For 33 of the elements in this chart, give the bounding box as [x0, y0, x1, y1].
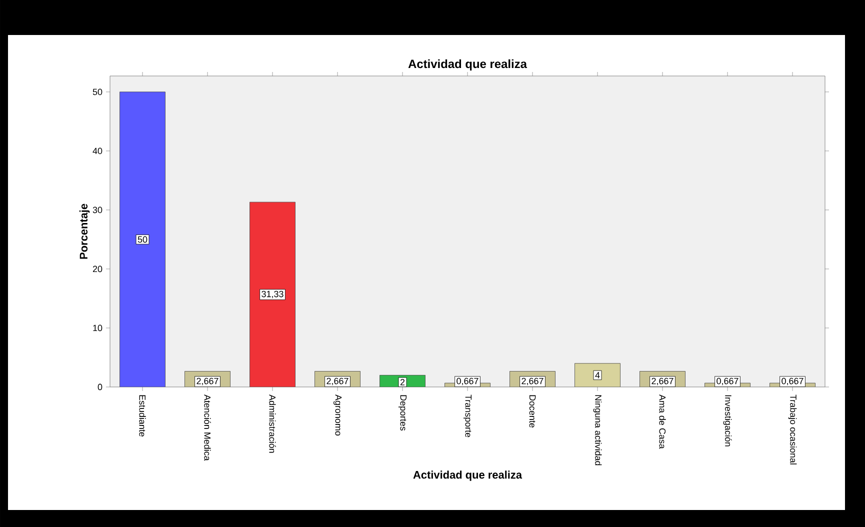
- x-tick-label: Ninguna actividad: [593, 395, 602, 466]
- data-label: 4: [595, 372, 600, 378]
- data-label: 0,667: [456, 378, 478, 386]
- data-label: 50: [138, 236, 148, 243]
- bar: [120, 92, 166, 387]
- x-tick-label: Atención Medica: [204, 394, 211, 461]
- x-tick-label: Docente: [529, 395, 536, 428]
- data-label: 2,667: [196, 378, 218, 386]
- x-tick-label: Deportes: [398, 395, 407, 431]
- y-tick-label: 30: [92, 206, 102, 214]
- data-label: 2,667: [326, 378, 348, 386]
- bar: [574, 363, 620, 387]
- data-label: 0,667: [782, 378, 804, 386]
- x-tick-label: Administración: [269, 394, 276, 453]
- y-tick-label: 40: [92, 148, 102, 154]
- y-tick-label: 50: [92, 88, 102, 96]
- x-axis-title: Actividad que realiza: [413, 470, 522, 481]
- data-label: 31,33: [262, 290, 284, 298]
- x-tick-label: Transporte: [463, 394, 472, 438]
- data-label: 2,667: [522, 378, 544, 386]
- y-tick-label: 10: [93, 324, 102, 332]
- data-label: 2: [400, 379, 405, 386]
- x-tick-label: Estudiante: [139, 395, 146, 436]
- x-tick-label: Agronomo: [333, 394, 342, 436]
- y-tick-label: 0: [98, 384, 102, 390]
- x-tick-label: Investigación: [723, 395, 732, 446]
- y-axis-title: Porcentaje: [79, 204, 90, 259]
- x-tick-label: Trabajo ocasional: [788, 394, 797, 464]
- y-tick-label: 20: [92, 266, 102, 272]
- data-label: 2,667: [652, 378, 674, 386]
- chart-title: Actividad que realiza: [408, 59, 528, 70]
- data-label: 0,667: [716, 378, 738, 386]
- x-tick-label: Ama de Casa: [659, 394, 666, 449]
